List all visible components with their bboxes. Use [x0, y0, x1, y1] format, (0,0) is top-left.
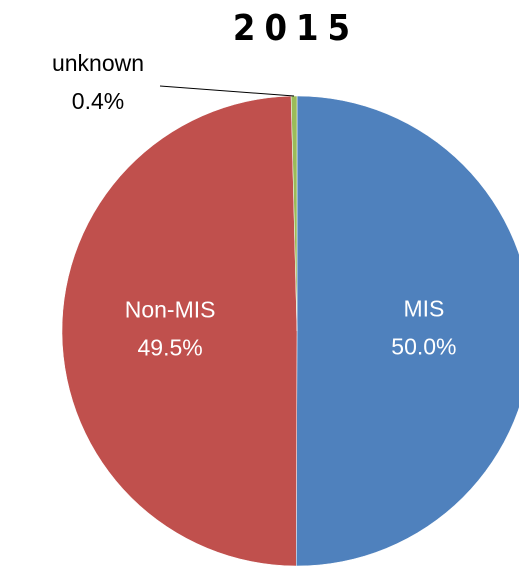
value-label: 0.4% [72, 88, 124, 114]
pie-slice [61, 95, 298, 566]
value-label: 50.0% [391, 333, 456, 359]
category-label: Non-MIS [125, 296, 216, 322]
leader-line [159, 85, 295, 97]
category-label: MIS [403, 295, 444, 321]
category-label: unknown [52, 50, 144, 76]
value-label: 49.5% [137, 334, 202, 360]
pie-slice [296, 95, 519, 566]
chart-title: 2015 [233, 8, 359, 49]
